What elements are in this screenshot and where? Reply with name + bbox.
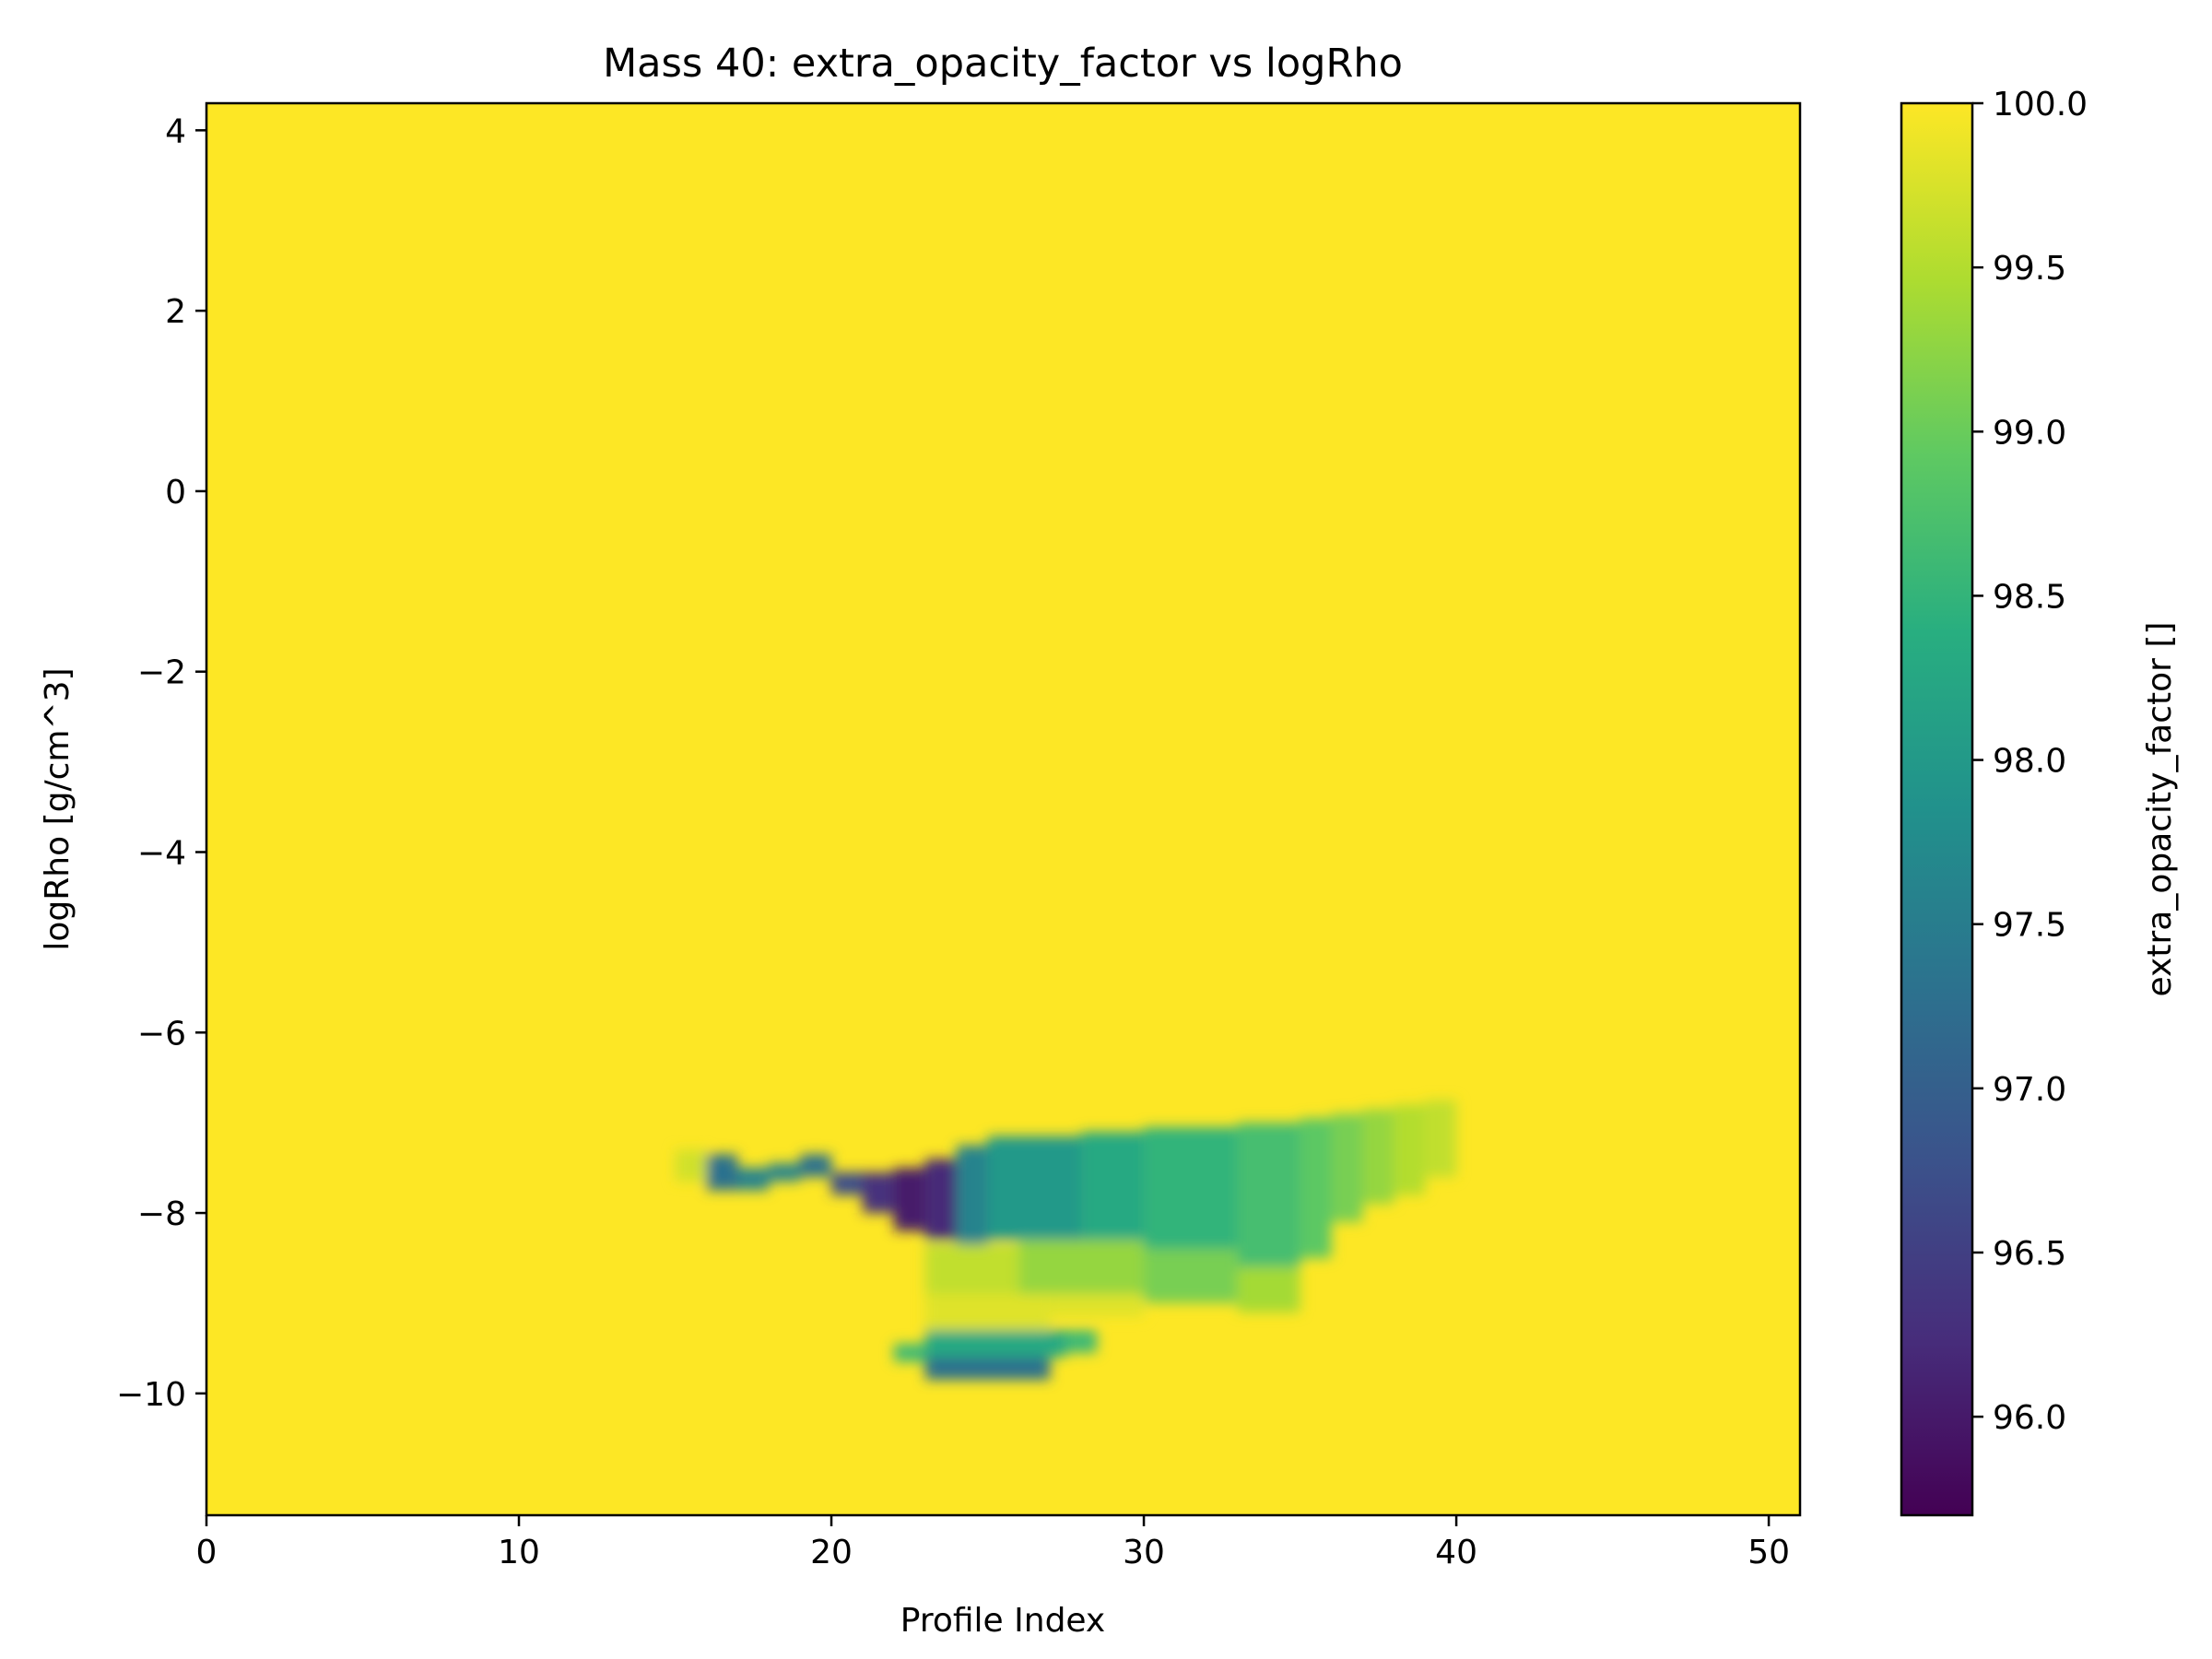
y-tick-label: −8 — [137, 1195, 186, 1233]
x-tick-label: 0 — [196, 1534, 218, 1571]
x-axis-label: Profile Index — [900, 1602, 1106, 1640]
heat-cell-26 — [924, 1330, 1066, 1358]
y-tick-label: 4 — [165, 112, 186, 150]
y-tick-label: 2 — [165, 293, 186, 331]
x-tick-label: 30 — [1123, 1534, 1165, 1571]
heat-cell-16 — [1362, 1109, 1394, 1205]
heat-cell-22 — [1237, 1266, 1300, 1312]
y-tick-label: 0 — [165, 474, 186, 512]
heat-cell-10 — [987, 1135, 1082, 1241]
y-tick-label: −2 — [137, 654, 186, 692]
colorbar-tick-label: 100.0 — [1993, 86, 2088, 124]
heat-cell-14 — [1300, 1118, 1332, 1259]
heat-cell-25 — [893, 1344, 925, 1362]
colorbar — [1900, 101, 1974, 1517]
colorbar-tick-label: 96.0 — [1993, 1399, 2066, 1437]
heat-cell-27 — [1065, 1330, 1098, 1353]
heat-cell-20 — [1018, 1240, 1145, 1295]
heat-cell-21 — [1144, 1249, 1238, 1303]
heat-cell-17 — [1394, 1104, 1426, 1195]
x-tick-label: 10 — [498, 1534, 540, 1571]
x-tick-label: 50 — [1747, 1534, 1790, 1571]
heat-cell-9 — [956, 1145, 988, 1245]
heat-cell-5 — [831, 1172, 863, 1195]
x-tick-label: 40 — [1435, 1534, 1477, 1571]
x-tick-label: 20 — [810, 1534, 853, 1571]
colorbar-tick-label: 99.5 — [1993, 250, 2066, 288]
colorbar-ticks: 100.0 99.5 99.0 98.5 98.0 97.5 97.0 96.5 96.0 — [1972, 86, 2088, 1437]
heat-layer — [675, 1100, 1457, 1381]
heat-cell-13 — [1237, 1123, 1300, 1267]
heat-cell-15 — [1331, 1113, 1363, 1222]
y-axis: 4 2 0 −2 −4 −6 −8 −10 — [116, 112, 206, 1414]
heat-cell-3 — [769, 1163, 801, 1182]
heat-cell-11 — [1081, 1131, 1145, 1241]
plot-frame — [205, 101, 1802, 1517]
heat-cell-18 — [1425, 1100, 1457, 1177]
colorbar-tick-label: 98.5 — [1993, 578, 2066, 616]
colorbar-tick-label: 96.5 — [1993, 1235, 2066, 1273]
heat-cell-0 — [675, 1149, 707, 1182]
y-tick-label: −6 — [137, 1015, 186, 1053]
colorbar-tick-label: 99.0 — [1993, 414, 2066, 452]
heat-cell-4 — [800, 1154, 832, 1177]
chart-title: Mass 40: extra_opacity_factor vs logRho — [603, 41, 1403, 87]
heat-cell-24 — [1050, 1294, 1145, 1317]
colorbar-tick-label: 97.5 — [1993, 907, 2066, 945]
x-axis: 0 10 20 30 40 50 — [196, 1515, 1790, 1571]
heat-cell-1 — [706, 1154, 738, 1191]
heat-cell-6 — [862, 1172, 894, 1214]
colorbar-tick-label: 97.0 — [1993, 1071, 2066, 1109]
y-axis-label: logRho [g/cm^3] — [39, 667, 76, 950]
heat-cell-2 — [737, 1168, 770, 1191]
colorbar-tick-label: 98.0 — [1993, 743, 2066, 781]
heat-cell-19 — [924, 1244, 1019, 1295]
y-tick-label: −10 — [116, 1376, 186, 1414]
heat-cell-28 — [924, 1357, 1051, 1381]
heat-cell-7 — [893, 1168, 925, 1231]
colorbar-label: extra_opacity_factor [] — [2141, 622, 2179, 997]
heat-cell-12 — [1144, 1127, 1238, 1250]
heat-cell-8 — [924, 1159, 957, 1241]
y-tick-label: −4 — [137, 834, 186, 872]
